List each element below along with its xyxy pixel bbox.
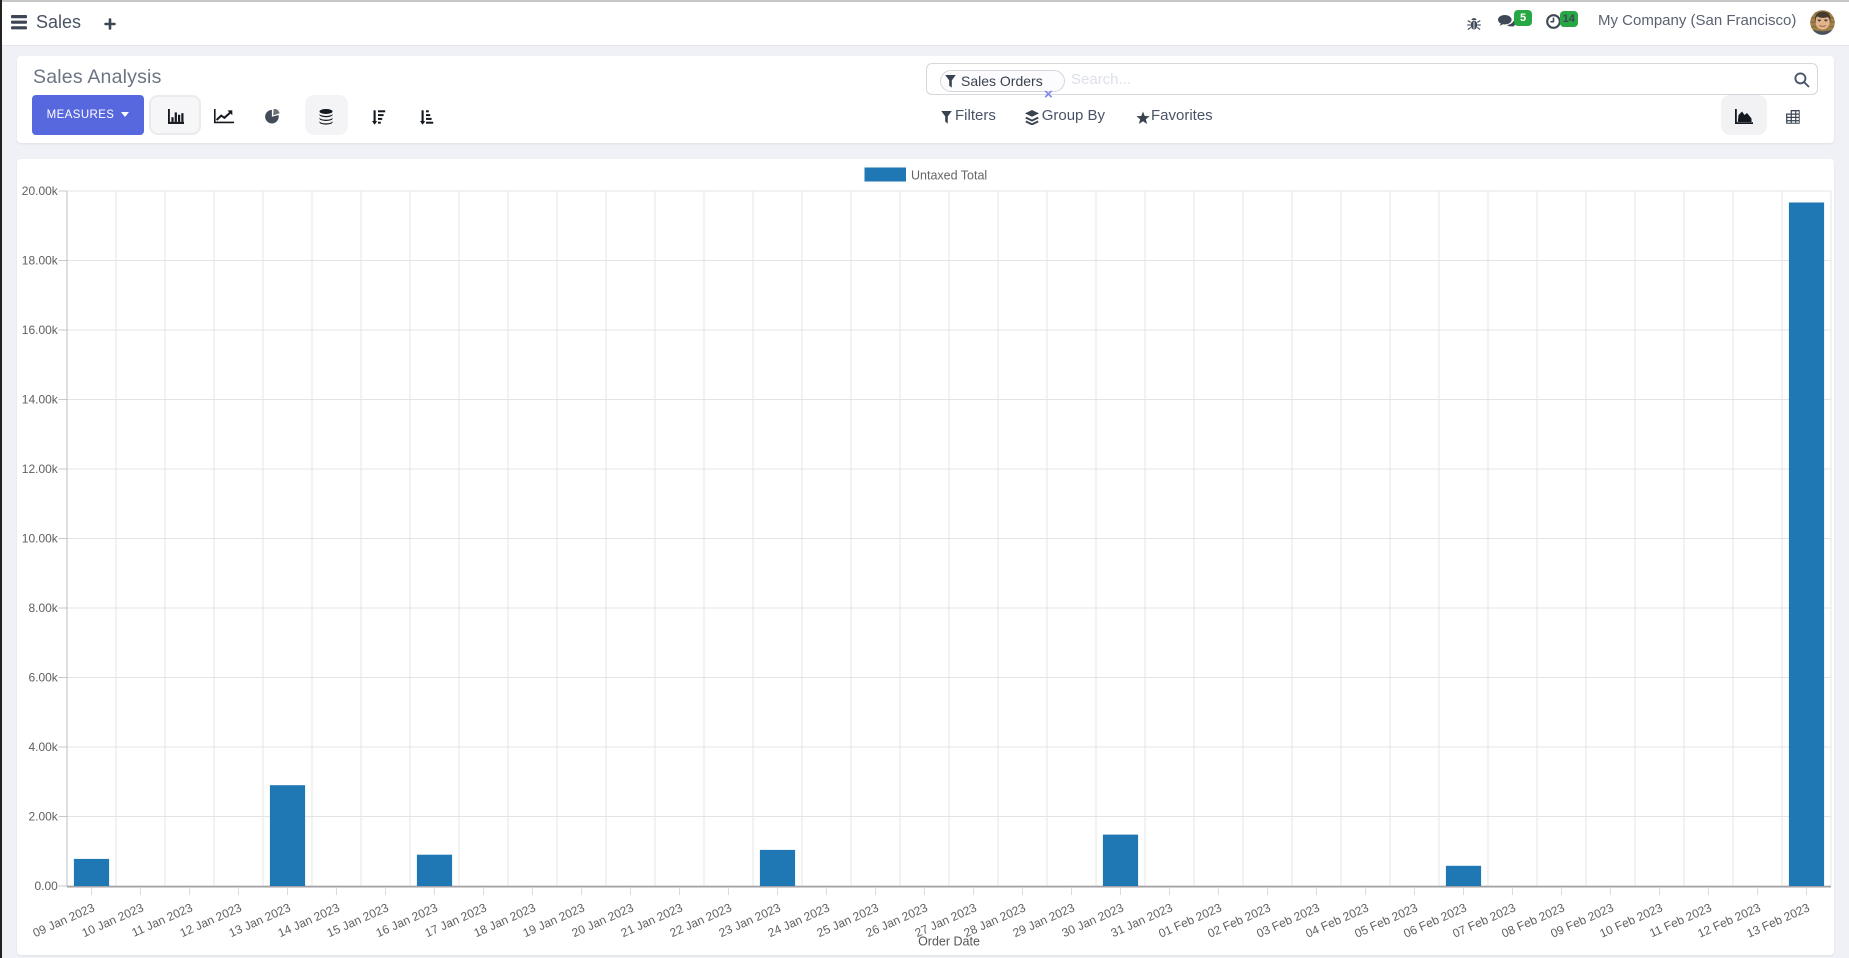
svg-text:0.00: 0.00 [34, 879, 58, 893]
svg-text:6.00k: 6.00k [28, 671, 58, 685]
svg-text:Untaxed Total: Untaxed Total [911, 169, 987, 183]
svg-text:12.00k: 12.00k [22, 462, 59, 476]
svg-text:10.00k: 10.00k [22, 532, 59, 546]
svg-text:14.00k: 14.00k [22, 393, 59, 407]
svg-text:18.00k: 18.00k [22, 254, 59, 268]
svg-text:16.00k: 16.00k [22, 323, 59, 337]
svg-text:Order Date: Order Date [918, 935, 980, 949]
svg-text:8.00k: 8.00k [28, 601, 58, 615]
svg-text:4.00k: 4.00k [28, 740, 58, 754]
svg-text:2.00k: 2.00k [28, 810, 58, 824]
svg-text:20.00k: 20.00k [22, 184, 59, 198]
